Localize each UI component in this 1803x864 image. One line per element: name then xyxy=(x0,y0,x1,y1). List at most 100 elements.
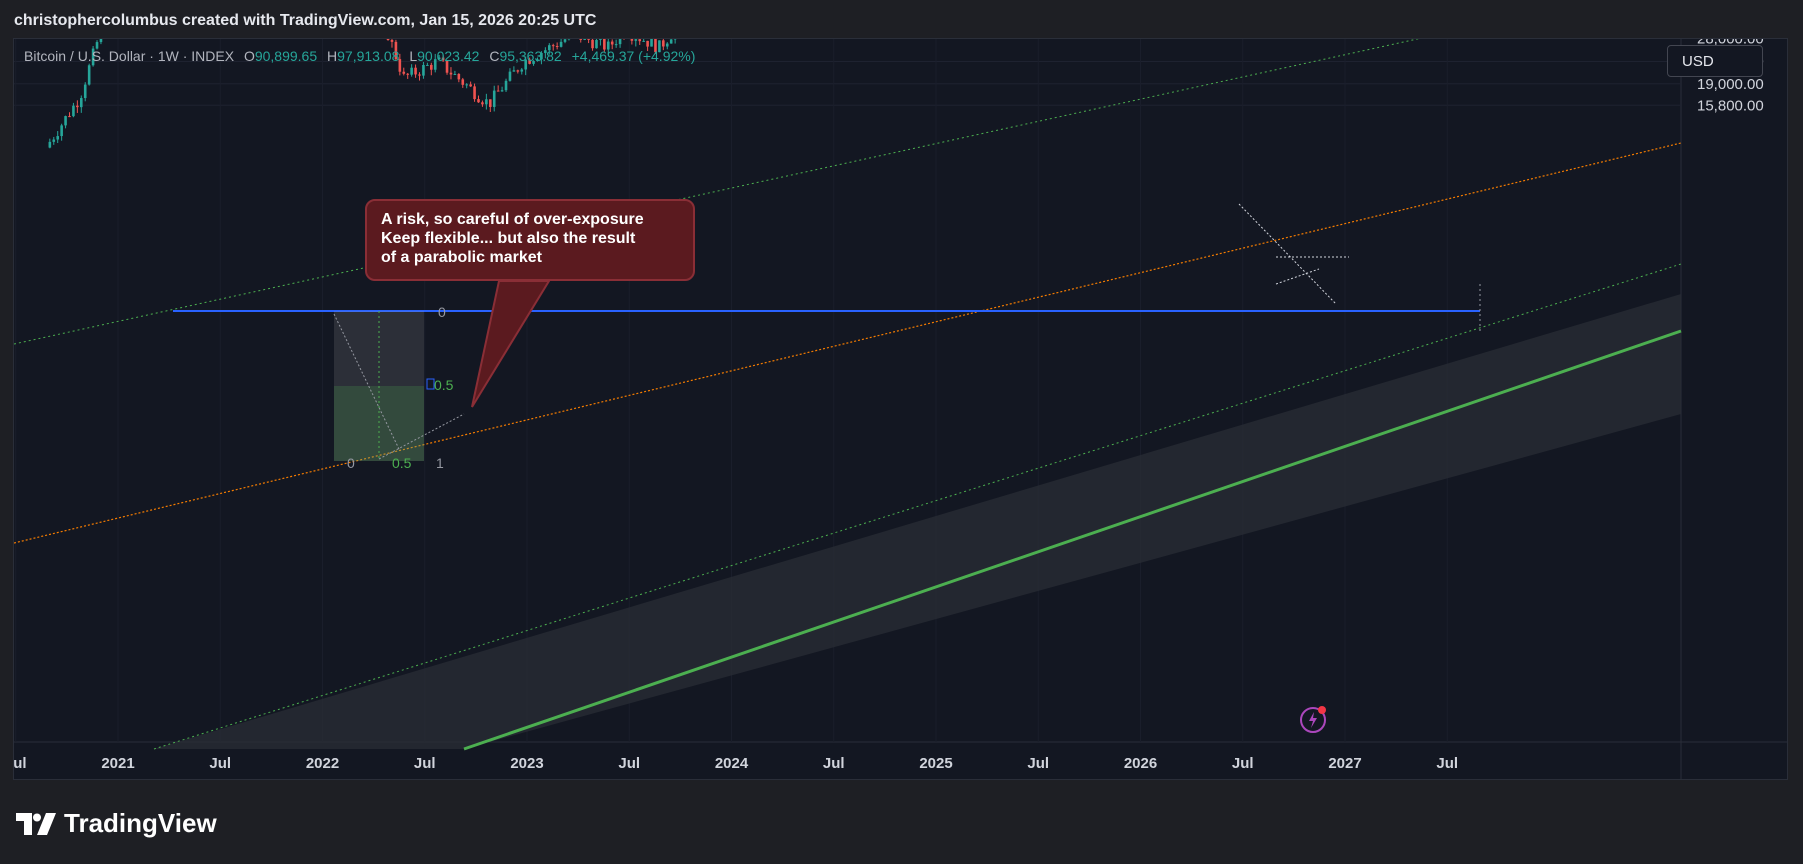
candle xyxy=(520,67,524,75)
fib-handle xyxy=(426,378,435,390)
candle xyxy=(386,39,390,41)
candle-body xyxy=(516,70,520,72)
candle-body xyxy=(555,45,559,47)
candle-body xyxy=(72,105,75,117)
candle xyxy=(512,66,516,72)
candle-body xyxy=(402,71,406,74)
annotation-callout[interactable]: A risk, so careful of over-exposure Keep… xyxy=(365,199,695,281)
candle xyxy=(563,39,567,44)
candle-body xyxy=(540,52,543,60)
callout-line-3: of a parabolic market xyxy=(381,249,542,266)
price-tick-label: 28,000.00 xyxy=(1697,39,1764,47)
candle-body xyxy=(500,90,504,92)
candle xyxy=(87,63,91,86)
candle-body xyxy=(665,43,669,47)
candle-body xyxy=(473,86,476,100)
price-chart[interactable]: 220,000.00180,000.00150,000.00120,000.00… xyxy=(14,39,1787,780)
candle xyxy=(95,40,99,50)
candle xyxy=(630,39,634,45)
candle-body xyxy=(492,90,496,107)
candle xyxy=(603,39,606,52)
candle-body xyxy=(583,39,586,40)
candle xyxy=(673,39,677,44)
candle xyxy=(504,78,508,92)
candle-body xyxy=(630,39,634,41)
candle-body xyxy=(52,139,56,142)
candle xyxy=(544,47,547,59)
candle-body xyxy=(433,59,437,70)
candle xyxy=(540,51,543,65)
candle xyxy=(591,39,594,51)
candle xyxy=(606,39,610,55)
candle xyxy=(614,39,618,48)
candle-body xyxy=(91,48,95,66)
candle xyxy=(430,62,433,76)
fib-level-label: 1 xyxy=(436,455,444,471)
candle-body xyxy=(551,45,555,47)
candle xyxy=(500,86,504,92)
candle xyxy=(441,55,445,62)
candle xyxy=(524,56,527,76)
brand-name: TradingView xyxy=(64,808,217,838)
candle xyxy=(83,82,87,102)
tradingview-logo-icon xyxy=(16,812,56,835)
time-tick-label: Jul xyxy=(823,755,845,772)
candle-body xyxy=(469,84,472,87)
candle xyxy=(559,39,563,48)
candle-body xyxy=(610,41,614,45)
time-tick-label: 2021 xyxy=(101,755,134,772)
candle-body xyxy=(528,59,531,64)
candle xyxy=(642,39,645,42)
candle xyxy=(496,85,500,92)
candle-body xyxy=(587,39,590,40)
candle-body xyxy=(461,79,465,85)
chart-panel[interactable]: 220,000.00180,000.00150,000.00120,000.00… xyxy=(13,38,1788,780)
time-tick-label: 2027 xyxy=(1328,755,1361,772)
support-trendline xyxy=(463,329,1682,751)
candle-body xyxy=(414,67,417,75)
candle-body xyxy=(599,39,602,40)
candle-body xyxy=(547,45,551,51)
fib-level-label: 0 xyxy=(438,304,446,320)
callout-line-2: Keep flexible... but also the result xyxy=(381,230,636,247)
open-value: 90,899.65 xyxy=(254,48,318,64)
time-tick-label: Jul xyxy=(1027,755,1049,772)
candle xyxy=(457,73,461,83)
candle-body xyxy=(536,59,539,61)
candle xyxy=(508,68,512,82)
candle xyxy=(492,85,496,112)
candle-body xyxy=(642,40,645,42)
candle-body xyxy=(430,64,433,70)
candle xyxy=(394,39,398,61)
fib-level-label: 0.5 xyxy=(392,455,412,471)
time-tick-label: 2026 xyxy=(1124,755,1157,772)
candle-body xyxy=(418,74,421,76)
candle-body xyxy=(638,39,642,42)
candle xyxy=(79,95,83,113)
currency-button[interactable]: USD xyxy=(1667,45,1763,77)
lightning-alert-icon[interactable] xyxy=(1299,704,1329,734)
time-tick-label: 2025 xyxy=(919,755,952,772)
symbol-legend: Bitcoin / U.S. Dollar · 1W · INDEX O90,8… xyxy=(24,48,695,64)
candle-body xyxy=(457,73,461,80)
tradingview-logo[interactable]: TradingView xyxy=(16,808,217,839)
candle xyxy=(595,39,598,49)
candle xyxy=(485,93,488,110)
candle xyxy=(449,67,453,80)
candle xyxy=(426,62,429,66)
time-tick-label: Jul xyxy=(209,755,231,772)
candle-body xyxy=(614,44,618,46)
candle-body xyxy=(520,69,524,72)
candle-body xyxy=(465,84,468,86)
candle xyxy=(547,43,551,55)
candle xyxy=(56,131,59,144)
candle-body xyxy=(485,99,488,105)
candle-body xyxy=(79,98,83,108)
time-tick-label: Jul xyxy=(618,755,640,772)
candle xyxy=(48,138,52,149)
candle xyxy=(68,112,71,118)
candle xyxy=(528,57,531,65)
candle xyxy=(477,95,480,103)
candle-body xyxy=(87,65,91,85)
candle xyxy=(650,39,653,47)
